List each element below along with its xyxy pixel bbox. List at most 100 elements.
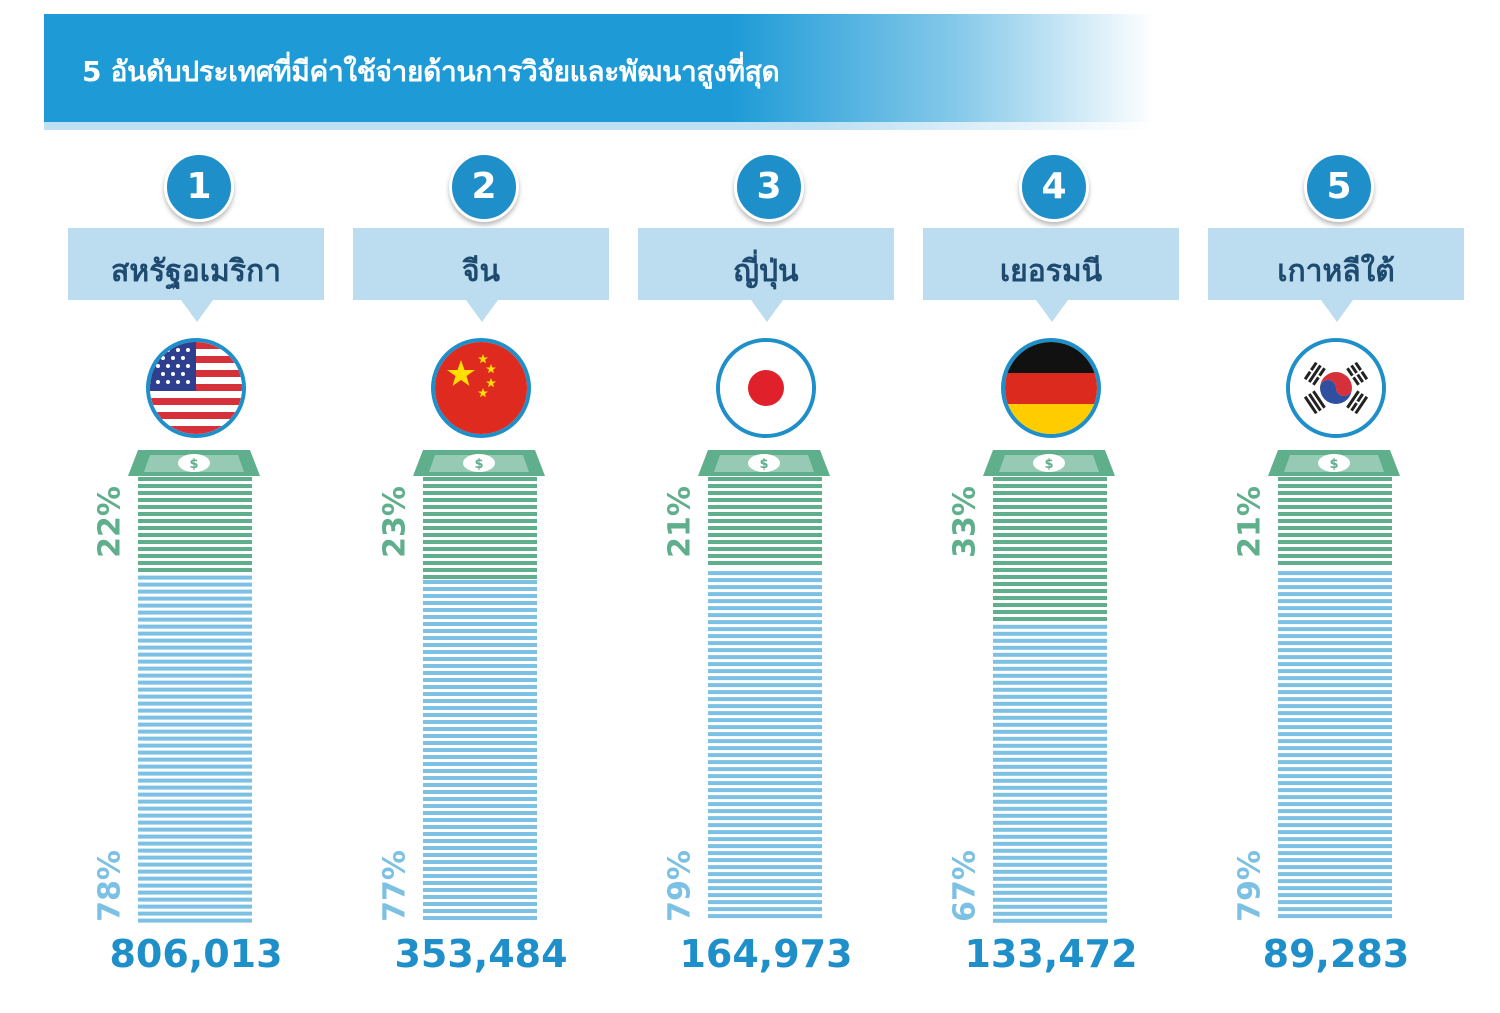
country-name-4: เยอรมนี [999,254,1103,289]
money-stack-bar-2 [423,476,537,924]
note-line-top-5-6 [1278,519,1392,523]
note-line-bottom-4-41 [993,911,1107,916]
note-line-bottom-2-3 [423,601,537,605]
banknote-icon: $ [1268,450,1400,476]
country-name-box-2: จีน [353,228,609,300]
note-line-bottom-3-13 [708,662,822,667]
note-line-top-1-12 [138,561,252,565]
note-line-bottom-2-10 [423,650,537,654]
note-line-top-4-4 [993,505,1107,509]
note-line-bottom-2-14 [423,678,537,682]
note-line-top-3-5 [708,512,822,516]
note-line-top-4-15 [993,582,1107,586]
note-line-bottom-5-15 [1278,676,1392,681]
note-line-bottom-5-24 [1278,739,1392,744]
note-line-bottom-2-28 [423,776,537,780]
note-line-top-2-2 [423,491,537,495]
note-line-top-1-2 [138,491,252,495]
note-line-bottom-2-25 [423,755,537,759]
note-line-bottom-3-26 [708,753,822,758]
note-line-top-1-8 [138,533,252,537]
note-line-bottom-2-27 [423,769,537,773]
note-line-bottom-4-7 [993,673,1107,678]
note-line-bottom-2-4 [423,608,537,612]
note-line-bottom-3-20 [708,711,822,716]
segment-top-5 [1278,477,1392,565]
note-line-bottom-4-26 [993,806,1107,811]
note-line-top-3-0 [708,477,822,481]
note-line-bottom-3-41 [708,858,822,863]
note-line-bottom-2-33 [423,811,537,815]
note-line-top-2-6 [423,519,537,523]
note-line-bottom-4-29 [993,827,1107,832]
japan-flag-icon [716,338,816,438]
note-line-bottom-3-49 [708,914,822,919]
note-line-bottom-4-36 [993,876,1107,881]
note-line-bottom-5-7 [1278,620,1392,625]
note-line-bottom-4-11 [993,701,1107,706]
note-line-bottom-3-6 [708,613,822,618]
note-line-bottom-3-5 [708,606,822,611]
note-line-top-3-9 [708,540,822,544]
segment-top-2 [423,477,537,579]
note-line-bottom-2-17 [423,699,537,703]
note-line-bottom-1-0 [138,575,252,580]
note-line-bottom-4-23 [993,785,1107,790]
segment-top-3 [708,477,822,565]
svg-text:$: $ [1329,457,1338,472]
note-line-bottom-2-7 [423,629,537,633]
note-line-bottom-2-42 [423,874,537,878]
note-line-bottom-3-38 [708,837,822,842]
note-line-bottom-3-37 [708,830,822,835]
note-line-top-5-7 [1278,526,1392,530]
note-line-top-3-8 [708,533,822,537]
note-line-bottom-5-49 [1278,914,1392,919]
note-line-bottom-5-29 [1278,774,1392,779]
note-line-bottom-3-19 [708,704,822,709]
note-line-bottom-2-26 [423,762,537,766]
total-value-1: 806,013 [109,932,283,976]
note-line-top-5-1 [1278,484,1392,488]
note-line-bottom-4-38 [993,890,1107,895]
note-line-bottom-3-44 [708,879,822,884]
note-line-bottom-2-9 [423,643,537,647]
banknote-icon: $ [413,450,545,476]
country-column-3: 3 ญี่ปุ่น $ 21% 79% 164,973 [638,0,898,1013]
note-line-top-2-7 [423,526,537,530]
note-line-bottom-5-16 [1278,683,1392,688]
note-line-bottom-5-27 [1278,760,1392,765]
note-line-top-3-10 [708,547,822,551]
note-line-bottom-1-4 [138,603,252,608]
note-line-top-2-0 [423,477,537,481]
note-line-bottom-4-8 [993,680,1107,685]
note-line-top-1-11 [138,554,252,558]
note-line-bottom-2-6 [423,622,537,626]
note-line-bottom-4-4 [993,652,1107,657]
note-line-bottom-5-36 [1278,823,1392,828]
note-line-top-5-5 [1278,512,1392,516]
note-line-bottom-3-3 [708,592,822,597]
note-line-top-4-13 [993,568,1107,572]
rank-badge-5: 5 [1304,152,1374,222]
share-label-top-2: 23% [377,486,413,558]
share-label-bottom-4: 67% [947,850,983,922]
share-label-bottom-2: 77% [377,850,413,922]
banknote-icon: $ [983,450,1115,476]
note-line-bottom-2-31 [423,797,537,801]
note-line-top-5-0 [1278,477,1392,481]
segment-top-4 [993,477,1107,621]
note-line-bottom-4-34 [993,862,1107,867]
note-line-top-5-4 [1278,505,1392,509]
note-line-bottom-5-18 [1278,697,1392,702]
note-line-bottom-1-35 [138,820,252,825]
country-name-5: เกาหลีใต้ [1277,254,1395,289]
note-line-bottom-5-47 [1278,900,1392,905]
note-line-bottom-1-3 [138,596,252,601]
note-line-bottom-5-26 [1278,753,1392,758]
note-line-bottom-5-34 [1278,809,1392,814]
note-line-bottom-5-4 [1278,599,1392,604]
note-line-bottom-2-32 [423,804,537,808]
name-box-pointer-5 [1321,300,1353,322]
note-line-bottom-4-3 [993,645,1107,650]
note-line-bottom-2-43 [423,881,537,885]
